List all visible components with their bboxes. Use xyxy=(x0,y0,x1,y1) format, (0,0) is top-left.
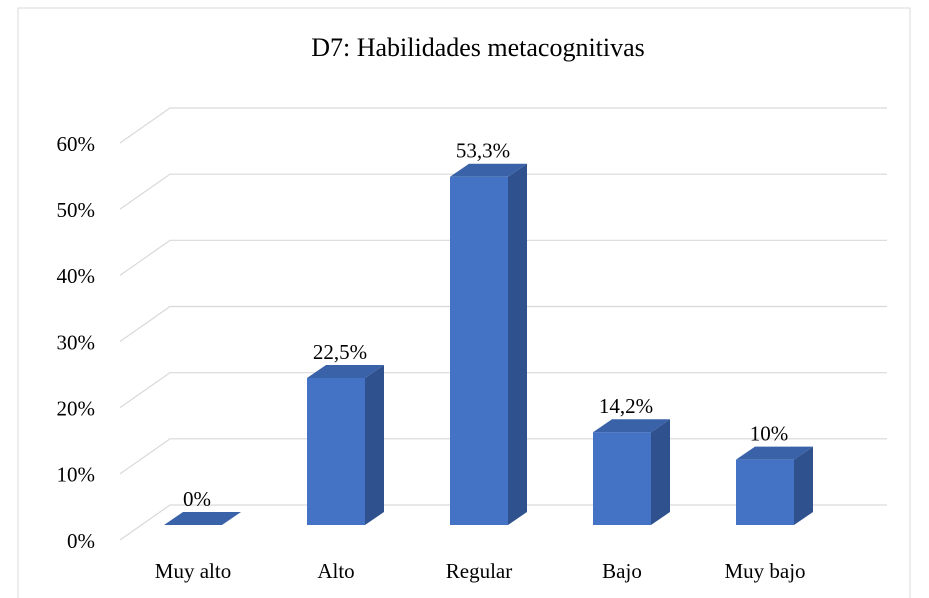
value-label: 14,2% xyxy=(599,394,653,418)
value-label: 22,5% xyxy=(313,340,367,364)
bar-front xyxy=(450,176,508,526)
value-label: 10% xyxy=(750,421,789,445)
bar-top xyxy=(307,365,384,378)
grid-line xyxy=(119,372,887,409)
y-tick-label: 20% xyxy=(57,396,96,420)
bar-side xyxy=(508,163,527,526)
bar-side xyxy=(651,419,670,525)
value-label: 53,3% xyxy=(456,139,510,163)
bar-top xyxy=(164,512,241,525)
y-tick-label: 0% xyxy=(67,529,95,553)
grid-line xyxy=(119,173,887,210)
bar-side xyxy=(794,446,813,525)
y-tick-label: 40% xyxy=(57,264,96,288)
y-tick-label: 60% xyxy=(57,132,96,156)
y-tick-label: 10% xyxy=(57,463,96,487)
x-tick-label: Regular xyxy=(446,559,512,583)
x-tick-label: Alto xyxy=(317,559,354,583)
bar xyxy=(450,163,527,526)
x-tick-label: Bajo xyxy=(602,559,642,583)
bar-top xyxy=(450,163,527,177)
bar-front xyxy=(736,459,794,525)
grid-line xyxy=(119,107,887,144)
bar xyxy=(164,512,241,525)
bar-side xyxy=(365,365,384,525)
x-tick-label: Muy bajo xyxy=(724,559,805,583)
x-tick-label: Muy alto xyxy=(155,559,231,583)
bar-top xyxy=(736,446,813,460)
grid-line xyxy=(119,239,887,276)
bar-front xyxy=(593,432,651,525)
bar xyxy=(593,419,670,525)
bar-front xyxy=(307,378,365,525)
bar-top xyxy=(593,419,670,433)
y-tick-label: 30% xyxy=(57,330,96,354)
bar xyxy=(736,446,813,525)
y-tick-label: 50% xyxy=(57,198,96,222)
value-label: 0% xyxy=(183,487,211,511)
chart-title: D7: Habilidades metacognitivas xyxy=(311,33,645,62)
bar xyxy=(307,365,384,525)
grid-line xyxy=(119,305,887,342)
